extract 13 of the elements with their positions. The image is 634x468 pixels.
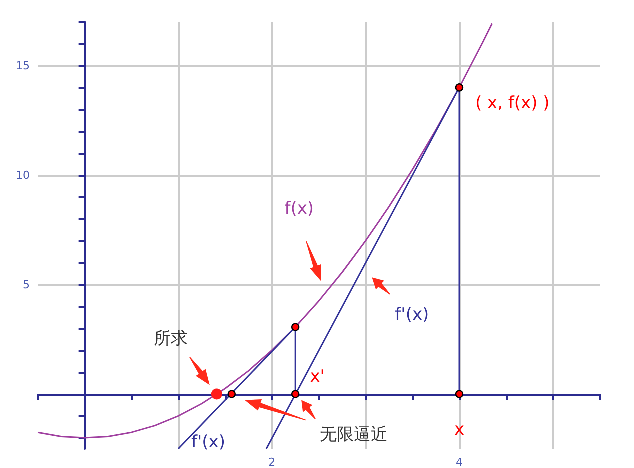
- y-tick-label: 10: [16, 168, 30, 182]
- y-tick-label: 15: [16, 59, 30, 72]
- series-label: f'(x): [192, 432, 226, 453]
- text: f(x): [284, 199, 314, 220]
- annotation: 无限逼近: [320, 424, 388, 445]
- x-tick-label: 2: [268, 456, 276, 468]
- annotation: x: [454, 420, 465, 440]
- annotation: ( x, f(x) ): [476, 93, 550, 114]
- y-tick-label: 5: [23, 278, 30, 292]
- annotation: 所求: [154, 328, 188, 349]
- annotation: x': [310, 366, 325, 387]
- x-tick-label: 4: [456, 456, 463, 468]
- text: f'(x): [395, 305, 430, 326]
